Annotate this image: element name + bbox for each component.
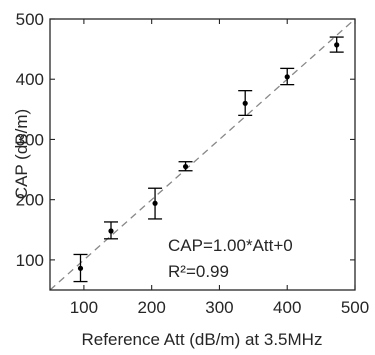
data-points-layer bbox=[73, 36, 344, 283]
y-tick-label: 200 bbox=[16, 191, 44, 210]
data-point-group bbox=[178, 161, 193, 172]
x-tick-label: 400 bbox=[273, 298, 301, 317]
data-point bbox=[284, 74, 290, 80]
x-tick-label: 300 bbox=[205, 298, 233, 317]
y-tick-label: 500 bbox=[16, 10, 44, 29]
data-point bbox=[182, 163, 189, 170]
plot-area-frame bbox=[49, 18, 356, 291]
x-tick-label: 500 bbox=[341, 298, 369, 317]
data-point-group bbox=[148, 187, 163, 220]
data-point bbox=[77, 265, 84, 271]
data-point bbox=[108, 228, 114, 234]
y-axis-label: CAP (dB/m) bbox=[12, 109, 31, 199]
y-tick-label: 100 bbox=[16, 251, 44, 270]
data-point-group bbox=[104, 221, 118, 240]
y-tick-label: 300 bbox=[16, 130, 44, 149]
x-tick-label: 100 bbox=[70, 298, 98, 317]
x-axis-label: Reference Att (dB/m) at 3.5MHz bbox=[82, 330, 323, 349]
axis-ticks-layer: 100 200 300 400 500 100 200 300 400 500 bbox=[16, 10, 370, 317]
data-point-group bbox=[329, 36, 344, 53]
annotation-equation: CAP=1.00*Att+0 bbox=[168, 236, 293, 255]
data-point bbox=[152, 200, 158, 206]
data-point bbox=[242, 100, 248, 106]
annotation-r-squared: R²=0.99 bbox=[168, 262, 229, 281]
x-tick-label: 200 bbox=[137, 298, 165, 317]
reference-line bbox=[49, 18, 356, 291]
data-point-group bbox=[280, 67, 295, 86]
data-point bbox=[334, 42, 340, 48]
data-point-group bbox=[238, 90, 253, 117]
y-tick-label: 400 bbox=[16, 70, 44, 89]
data-point-group bbox=[73, 253, 88, 283]
reference-line-layer bbox=[49, 18, 356, 291]
